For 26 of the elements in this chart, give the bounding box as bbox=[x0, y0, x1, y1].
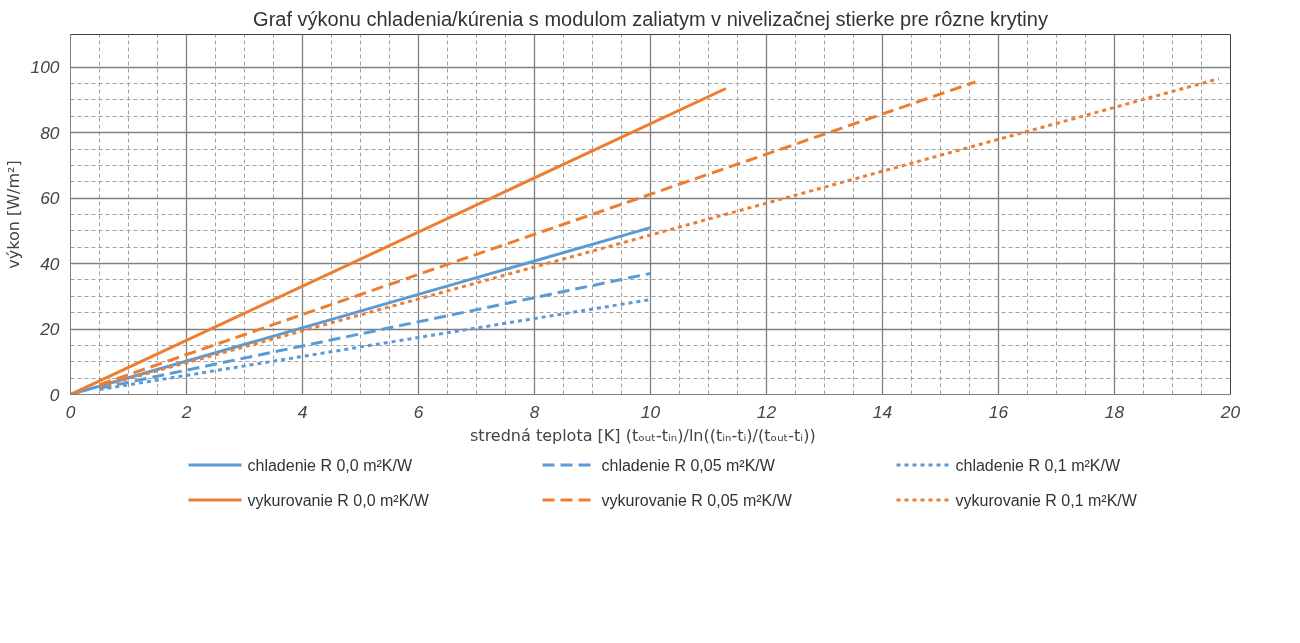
y-tick-label: 40 bbox=[40, 253, 60, 274]
y-axis-title: výkon [W/m²] bbox=[3, 160, 23, 269]
y-tick-label: 0 bbox=[49, 384, 60, 405]
x-tick-label: 10 bbox=[640, 401, 661, 422]
x-tick-label: 14 bbox=[872, 401, 893, 422]
x-tick-label: 18 bbox=[1104, 401, 1125, 422]
x-tick-label: 6 bbox=[413, 401, 424, 422]
y-tick-label: 80 bbox=[40, 122, 60, 143]
legend-label: vykurovanie R 0,05 m²K/W bbox=[601, 491, 793, 509]
x-tick-label: 2 bbox=[180, 401, 192, 422]
x-tick-label: 20 bbox=[1219, 401, 1241, 422]
legend-label: chladenie R 0,05 m²K/W bbox=[601, 456, 776, 474]
x-tick-label: 8 bbox=[529, 401, 540, 422]
legend-label: vykurovanie R 0,0 m²K/W bbox=[247, 491, 430, 509]
x-tick-label: 12 bbox=[756, 401, 777, 422]
y-tick-label: 20 bbox=[39, 319, 60, 340]
x-tick-label: 0 bbox=[65, 401, 76, 422]
legend-label: chladenie R 0,1 m²K/W bbox=[955, 456, 1121, 474]
chart-title: Graf výkonu chladenia/kúrenia s modulom zaliatym v nivelizačnej stierke pre rôzne krytiny bbox=[253, 7, 1048, 30]
legend-label: vykurovanie R 0,1 m²K/W bbox=[955, 491, 1138, 509]
x-axis-title: stredná teplota [K] (tₒᵤₜ-tᵢₙ)/ln((tᵢₙ-tᵢ)/(tₒᵤₜ-tᵢ)) bbox=[470, 425, 816, 445]
legend-label: chladenie R 0,0 m²K/W bbox=[247, 456, 413, 474]
y-tick-label: 100 bbox=[30, 57, 60, 78]
x-tick-label: 16 bbox=[988, 401, 1009, 422]
x-tick-label: 4 bbox=[297, 401, 308, 422]
y-tick-label: 60 bbox=[40, 188, 60, 209]
